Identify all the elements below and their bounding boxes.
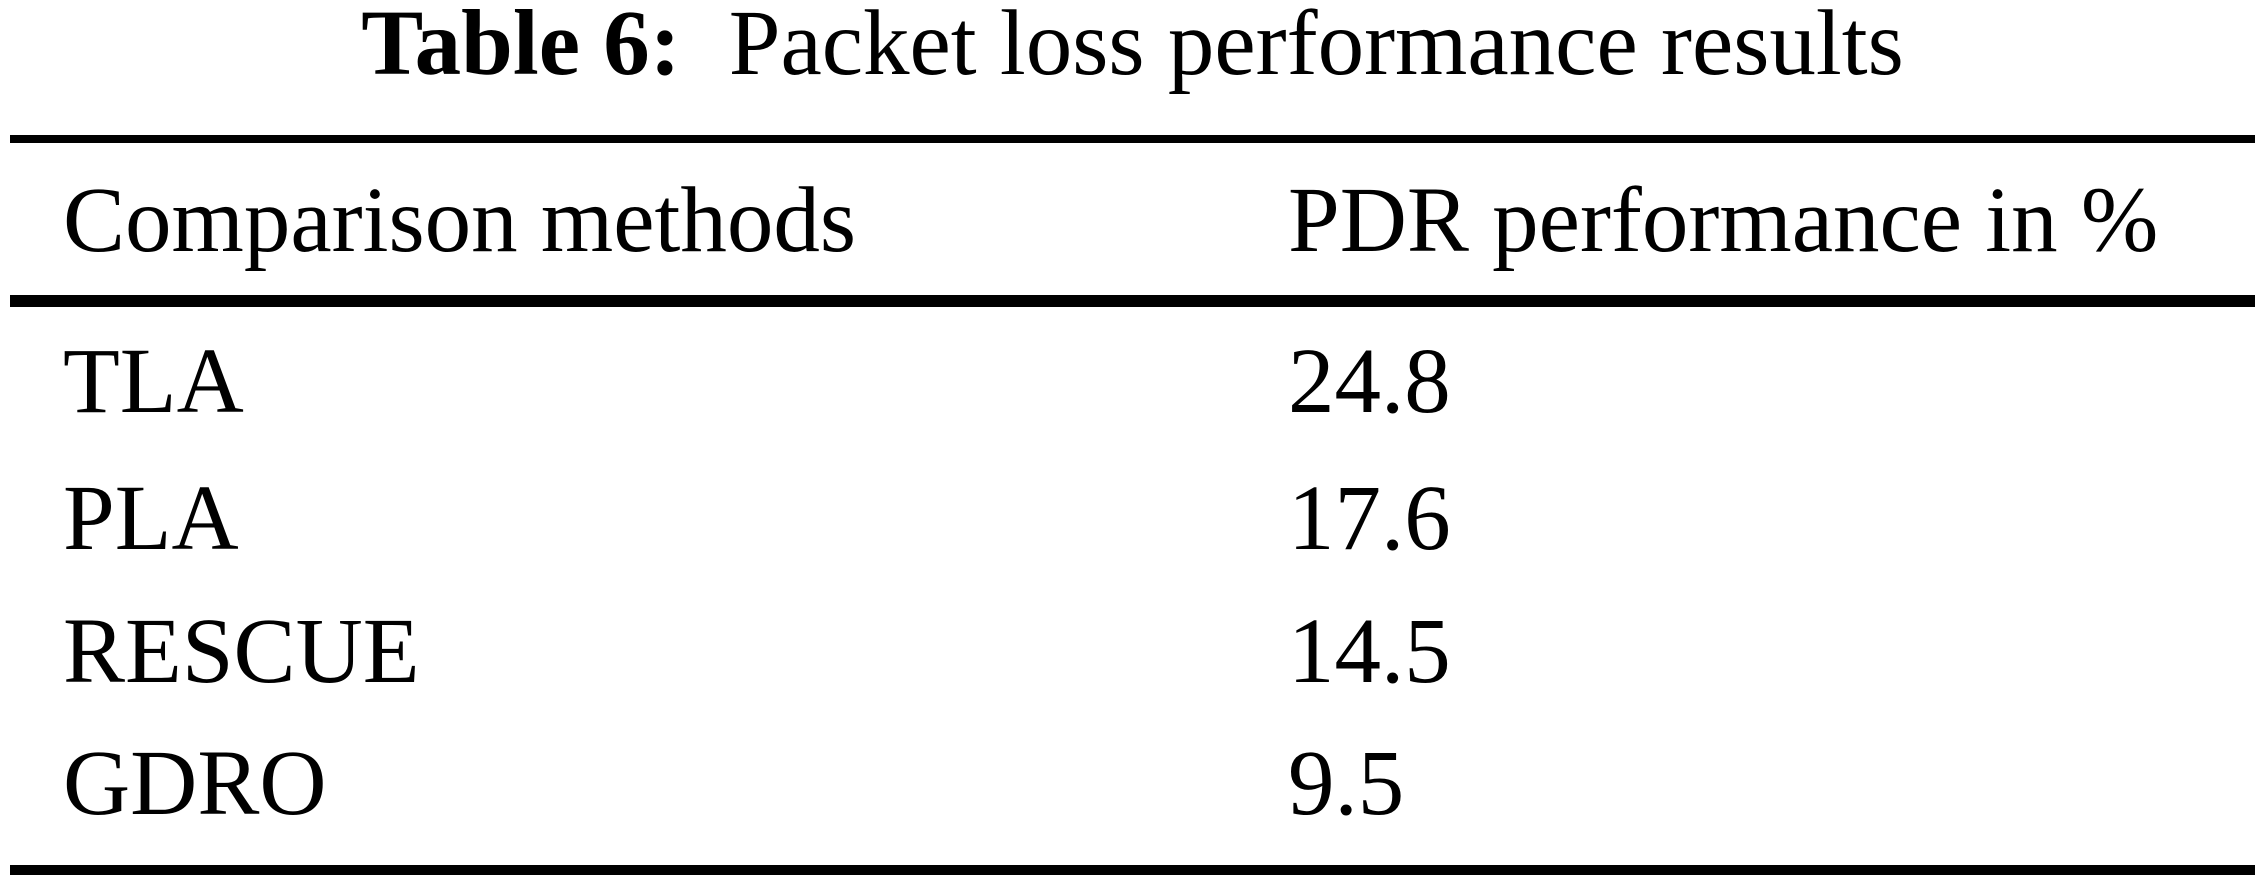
- caption-label: Table 6:: [361, 0, 681, 95]
- table-row: TLA 24.8: [0, 335, 2265, 435]
- pdr-value-cell: 24.8: [1288, 330, 1451, 433]
- pdr-value-cell: 14.5: [1288, 600, 1451, 703]
- table-caption: Table 6: Packet loss performance results: [0, 0, 2265, 90]
- pdr-value-cell: 17.6: [1288, 467, 1451, 570]
- column-header-pdr: PDR performance in %: [1288, 169, 2159, 272]
- method-cell: TLA: [63, 330, 244, 433]
- table-row: RESCUE 14.5: [0, 605, 2265, 705]
- caption-text: Packet loss performance results: [728, 0, 1904, 95]
- table-header-row: Comparison methods PDR performance in %: [0, 174, 2265, 274]
- method-cell: GDRO: [63, 732, 327, 835]
- pdr-value-cell: 9.5: [1288, 732, 1405, 835]
- method-cell: PLA: [63, 467, 239, 570]
- table-top-rule: [10, 135, 2255, 143]
- table-header-rule: [10, 295, 2255, 307]
- column-header-methods: Comparison methods: [63, 169, 857, 272]
- table-row: GDRO 9.5: [0, 737, 2265, 837]
- table-bottom-rule: [10, 865, 2255, 875]
- method-cell: RESCUE: [63, 600, 420, 703]
- table-row: PLA 17.6: [0, 472, 2265, 572]
